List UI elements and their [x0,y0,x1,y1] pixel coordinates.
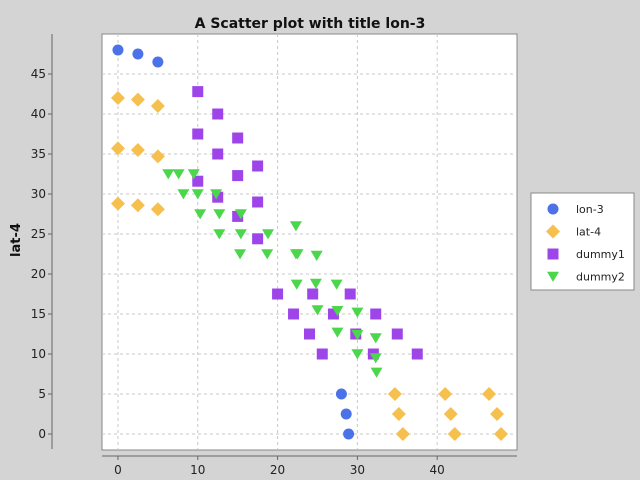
legend-label: lat-4 [576,226,601,239]
x-tick-label: 10 [190,463,205,477]
y-tick-label: 20 [31,267,46,281]
x-axis-ticks: 0 10 20 30 40 [114,456,445,477]
chart-title: A Scatter plot with title lon-3 [195,16,426,32]
legend-label: lon-3 [576,203,604,216]
data-point [152,57,163,68]
y-tick-label: 5 [38,387,46,401]
data-point [252,161,263,172]
y-tick-label: 30 [31,187,46,201]
y-axis-ticks: 0 5 10 15 20 25 30 35 40 45 [31,67,52,441]
y-axis-label: lat-4 [9,223,24,257]
x-tick-label: 20 [270,463,285,477]
legend: lon-3 lat-4 dummy1 dummy2 [531,193,634,290]
y-tick-label: 25 [31,227,46,241]
data-point [132,49,143,60]
data-point [212,109,223,120]
data-point [192,86,203,97]
data-point [370,309,381,320]
y-tick-label: 35 [31,147,46,161]
legend-label: dummy2 [576,271,625,284]
data-point [192,129,203,140]
legend-marker [548,249,559,260]
data-point [307,289,318,300]
data-point [272,289,283,300]
legend-marker [548,204,559,215]
legend-label: dummy1 [576,248,625,261]
data-point [317,349,328,360]
plot-area [102,34,517,450]
x-tick-label: 40 [430,463,445,477]
x-tick-label: 0 [114,463,122,477]
data-point [288,309,299,320]
data-point [232,133,243,144]
data-point [212,149,223,160]
data-point [341,409,352,420]
data-point [412,349,423,360]
data-point [343,429,354,440]
data-point [252,233,263,244]
data-point [232,170,243,181]
y-tick-label: 15 [31,307,46,321]
y-tick-label: 40 [31,107,46,121]
data-point [252,197,263,208]
data-point [345,289,356,300]
data-point [112,45,123,56]
y-tick-label: 45 [31,67,46,81]
y-tick-label: 10 [31,347,46,361]
data-point [336,389,347,400]
data-point [304,329,315,340]
data-point [392,329,403,340]
y-tick-label: 0 [38,427,46,441]
x-tick-label: 30 [350,463,365,477]
